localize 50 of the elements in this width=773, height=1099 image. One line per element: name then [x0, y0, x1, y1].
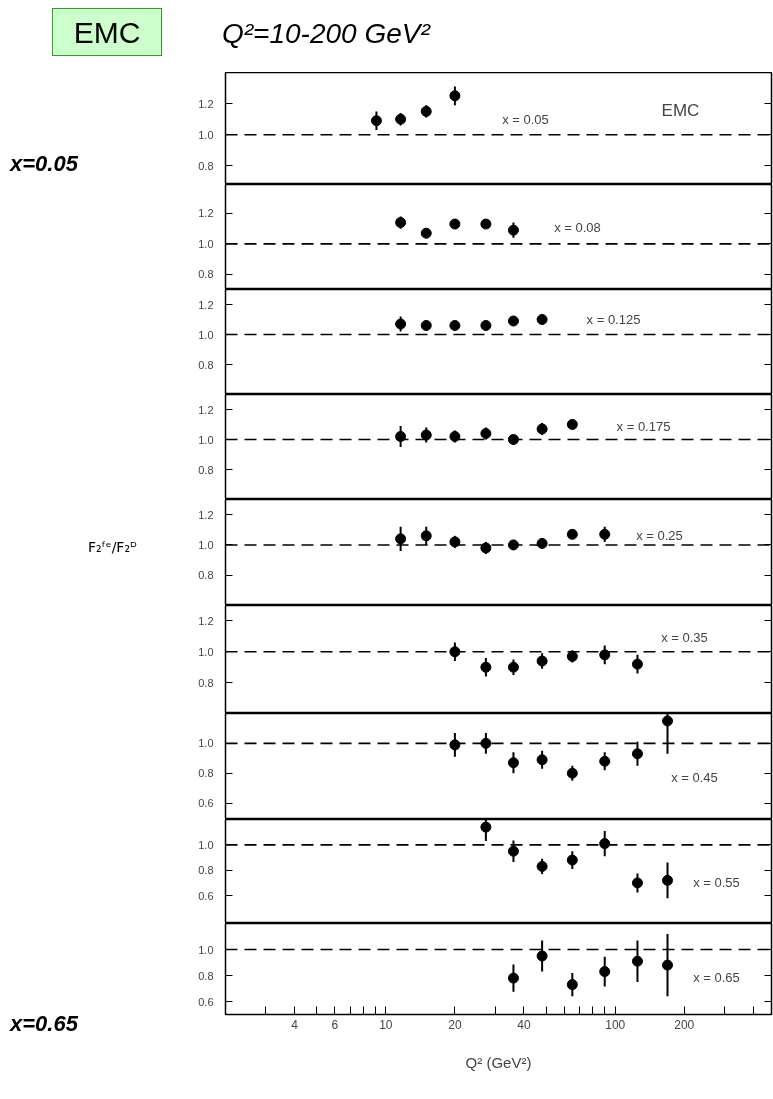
x-tick-label: 20: [448, 1017, 462, 1032]
x-tick-label: 10: [379, 1017, 393, 1032]
y-tick-label: 1.0: [198, 128, 214, 141]
annotation: x = 0.08: [554, 220, 601, 235]
annotation: x = 0.25: [636, 528, 683, 543]
x-axis-title: Q² (GeV²): [465, 1053, 532, 1071]
text: x=0.05: [8, 150, 78, 178]
y-tick-label: 0.8: [198, 569, 214, 582]
x-tick-label: 100: [605, 1017, 626, 1032]
y-tick-label: 1.0: [198, 328, 214, 341]
y-tick-label: 0.6: [198, 889, 214, 902]
annotation: x = 0.175: [616, 419, 671, 434]
text: EMC: [52, 8, 162, 56]
y-tick-label: 1.0: [198, 237, 214, 250]
y-tick-label: 1.0: [198, 538, 214, 551]
y-tick-label: 0.6: [198, 797, 214, 810]
y-tick-label: 1.2: [198, 403, 214, 416]
annotation: x = 0.35: [661, 630, 708, 645]
y-tick-label: 0.8: [198, 676, 214, 689]
annotation: x = 0.05: [502, 112, 549, 127]
y-tick-label: 1.2: [198, 508, 214, 521]
y-tick-label: 0.8: [198, 463, 214, 476]
annotation: x = 0.55: [693, 875, 740, 890]
annotation: x = 0.45: [671, 770, 718, 785]
x-tick-label: 40: [517, 1017, 531, 1032]
y-tick-label: 1.2: [198, 97, 214, 110]
y-tick-label: 1.2: [198, 614, 214, 627]
x-tick-label: 6: [331, 1017, 339, 1032]
chart-title: Q²=10-200 GeV²: [222, 17, 430, 51]
y-tick-label: 1.0: [198, 838, 214, 851]
y-tick-label: 1.2: [198, 207, 214, 220]
y-tick-label: 0.8: [198, 767, 214, 780]
text: x=0.65: [8, 1010, 78, 1038]
y-tick-label: 0.8: [198, 969, 214, 982]
annotation: x = 0.125: [586, 312, 641, 327]
y-tick-label: 1.0: [198, 737, 214, 750]
x-tick-label: 4: [291, 1017, 299, 1032]
y-tick-label: 1.0: [198, 433, 214, 446]
y-tick-label: 1.0: [198, 943, 214, 956]
y-tick-label: 1.2: [198, 298, 214, 311]
annotation: EMC: [661, 101, 700, 120]
y-tick-label: 0.8: [198, 159, 214, 172]
y-axis-title: F₂ᶠᵉ/F₂ᴰ: [87, 538, 137, 557]
y-tick-label: 0.8: [198, 268, 214, 281]
y-tick-label: 0.6: [198, 995, 214, 1008]
annotation: x = 0.65: [693, 970, 740, 985]
y-tick-label: 0.8: [198, 864, 214, 877]
y-tick-label: 0.8: [198, 358, 214, 371]
y-tick-label: 1.0: [198, 645, 214, 658]
x-tick-label: 200: [674, 1017, 695, 1032]
